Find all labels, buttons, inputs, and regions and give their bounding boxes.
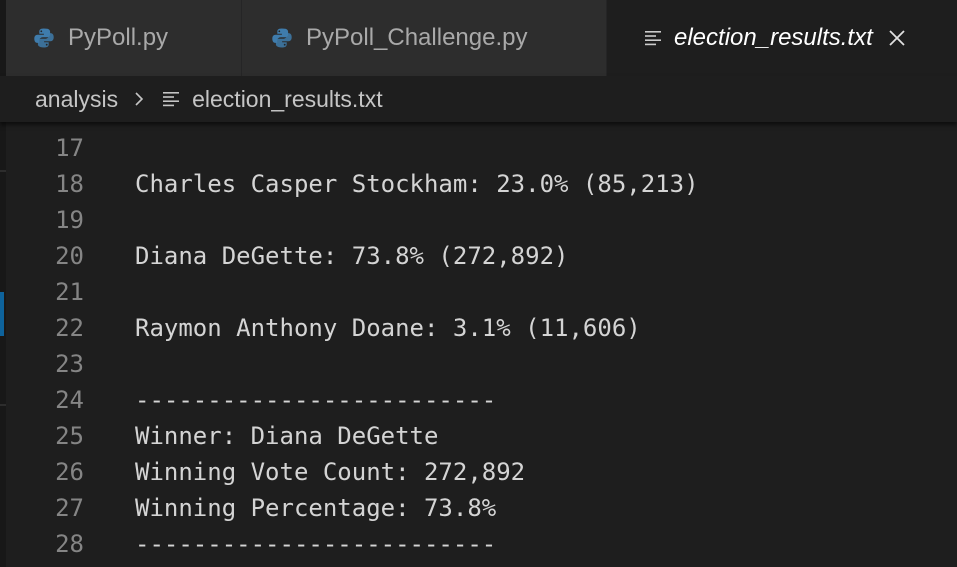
line-number: 17	[55, 134, 84, 162]
edge-divider	[0, 170, 6, 172]
editor-line: 24 -------------------------	[6, 382, 957, 418]
editor-line: 20 Diana DeGette: 73.8% (272,892)	[6, 238, 957, 274]
breadcrumb: analysis election_results.txt	[0, 76, 957, 122]
line-text[interactable]: Charles Casper Stockham: 23.0% (85,213)	[135, 170, 699, 198]
line-text[interactable]: Raymon Anthony Doane: 3.1% (11,606)	[135, 314, 641, 342]
tab-label: PyPoll_Challenge.py	[306, 24, 528, 51]
tab-label: election_results.txt	[674, 24, 873, 51]
editor-line: 18 Charles Casper Stockham: 23.0% (85,21…	[6, 166, 957, 202]
line-number: 25	[55, 422, 84, 450]
editor-line: 23	[6, 346, 957, 382]
line-number: 18	[55, 170, 84, 198]
activity-edge	[0, 0, 6, 567]
line-number: 19	[55, 206, 84, 234]
editor-line: 28 -------------------------	[6, 526, 957, 562]
text-file-icon	[645, 31, 661, 46]
python-icon	[34, 28, 54, 48]
line-text[interactable]: -------------------------	[135, 530, 497, 558]
editor-line: 17	[6, 130, 957, 166]
line-number: 23	[55, 350, 84, 378]
line-number: 20	[55, 242, 84, 270]
tab-pypoll[interactable]: PyPoll.py	[0, 0, 242, 76]
breadcrumb-file[interactable]: election_results.txt	[192, 85, 383, 112]
line-number: 22	[55, 314, 84, 342]
editor-line: 27 Winning Percentage: 73.8%	[6, 490, 957, 526]
editor-line: 19	[6, 202, 957, 238]
code-editor[interactable]: 17 18 Charles Casper Stockham: 23.0% (85…	[6, 122, 957, 567]
line-number: 21	[55, 278, 84, 306]
python-icon	[272, 28, 292, 48]
tab-election-results[interactable]: election_results.txt	[607, 0, 957, 76]
text-file-icon	[163, 92, 180, 107]
panel-indicator	[0, 292, 4, 336]
line-text[interactable]: Winner: Diana DeGette	[135, 422, 439, 450]
editor-line: 26 Winning Vote Count: 272,892	[6, 454, 957, 490]
tab-pypoll-challenge[interactable]: PyPoll_Challenge.py	[242, 0, 607, 76]
editor-line: 25 Winner: Diana DeGette	[6, 418, 957, 454]
line-text[interactable]: -------------------------	[135, 386, 497, 414]
tab-label: PyPoll.py	[68, 24, 169, 51]
close-icon[interactable]	[888, 29, 906, 47]
line-number: 24	[55, 386, 84, 414]
breadcrumb-folder[interactable]: analysis	[35, 85, 119, 112]
editor-line: 22 Raymon Anthony Doane: 3.1% (11,606)	[6, 310, 957, 346]
line-text[interactable]: Winning Vote Count: 272,892	[135, 458, 526, 486]
tab-bar: PyPoll.py PyPoll_Challenge.py election_r…	[0, 0, 957, 76]
line-text[interactable]: Winning Percentage: 73.8%	[135, 494, 497, 522]
line-number: 26	[55, 458, 84, 486]
edge-divider	[0, 404, 6, 406]
line-text[interactable]: Diana DeGette: 73.8% (272,892)	[135, 242, 569, 270]
line-number: 28	[55, 530, 84, 558]
chevron-right-icon	[135, 92, 144, 106]
line-number: 27	[55, 494, 84, 522]
editor-line: 21	[6, 274, 957, 310]
